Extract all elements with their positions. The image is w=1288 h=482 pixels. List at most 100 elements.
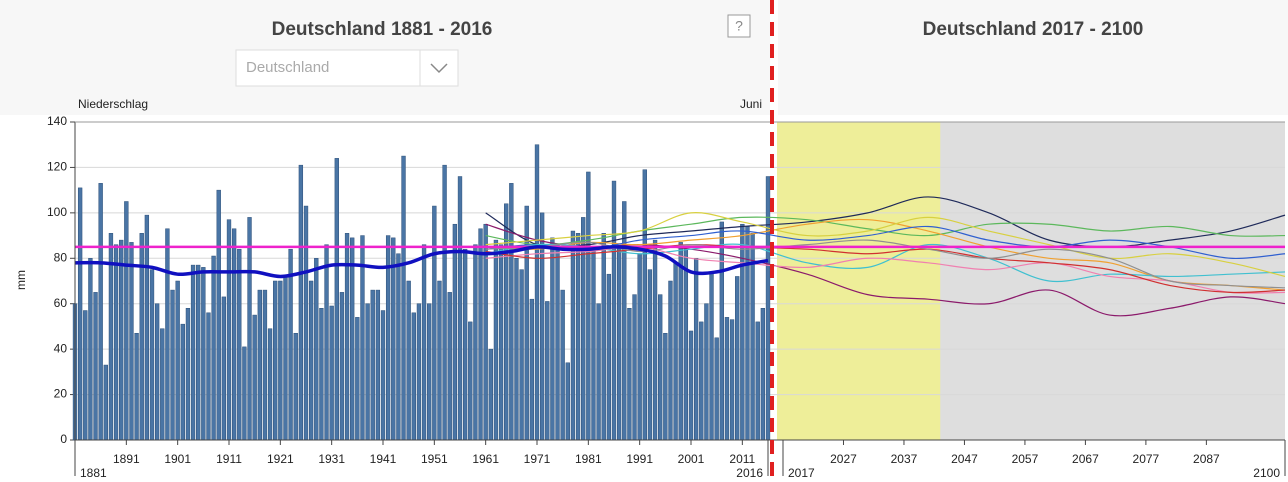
bar <box>601 233 606 441</box>
bar <box>201 267 206 441</box>
bar <box>267 328 273 441</box>
dropdown-value[interactable]: Deutschland <box>246 59 329 76</box>
bar <box>570 230 576 441</box>
y-tick-label: 100 <box>47 205 67 219</box>
bar <box>709 271 714 441</box>
bar <box>437 280 442 441</box>
bar <box>298 164 304 441</box>
bar <box>735 276 740 441</box>
bar <box>406 280 411 441</box>
bar <box>350 237 355 441</box>
x-tick-label: 2027 <box>830 452 857 466</box>
bar <box>216 189 221 441</box>
range-label: 2016 <box>736 466 763 480</box>
bar <box>190 264 196 441</box>
bar <box>514 258 519 441</box>
bar <box>529 298 535 441</box>
bar <box>678 242 683 441</box>
bar <box>273 280 278 441</box>
projection-line <box>485 216 1286 246</box>
y-axis-label: mm <box>14 270 28 290</box>
bar <box>88 258 93 441</box>
x-tick-label: 2001 <box>678 452 705 466</box>
x-tick-label: 1951 <box>421 452 448 466</box>
bar <box>283 276 288 441</box>
bar <box>462 248 468 441</box>
bar <box>134 332 139 441</box>
bar <box>632 294 637 441</box>
bar <box>252 314 257 441</box>
x-tick-label: 1921 <box>267 452 294 466</box>
bar <box>668 280 673 441</box>
bar <box>740 223 745 441</box>
help-button[interactable] <box>727 14 751 38</box>
bar <box>211 255 216 441</box>
bar <box>339 292 345 441</box>
bar <box>196 264 201 441</box>
bar <box>545 301 550 441</box>
bar <box>509 183 514 441</box>
variable-label: Niederschlag <box>78 97 148 111</box>
bar <box>457 176 463 441</box>
bar <box>185 308 191 441</box>
x-tick-label: 1941 <box>370 452 397 466</box>
bar <box>421 244 427 441</box>
bar <box>693 258 699 441</box>
bar <box>98 183 103 441</box>
x-tick-label: 1891 <box>113 452 140 466</box>
bar <box>637 253 642 441</box>
smoothed-line <box>74 245 769 279</box>
bar <box>550 237 555 441</box>
x-tick-label: 2037 <box>891 452 918 466</box>
bar <box>658 294 663 441</box>
bar <box>699 321 704 441</box>
bar <box>160 328 165 441</box>
bar <box>257 289 262 441</box>
projection-line <box>485 212 1286 278</box>
bar <box>704 303 709 441</box>
bar <box>714 337 719 441</box>
bar <box>760 308 766 441</box>
bar <box>83 310 88 441</box>
dropdown-arrow[interactable] <box>430 63 448 74</box>
x-tick-label: 2057 <box>1012 452 1039 466</box>
bar <box>432 205 437 441</box>
bar <box>180 323 185 441</box>
bar <box>355 317 360 441</box>
bar <box>370 289 375 441</box>
bar <box>575 233 581 441</box>
bar <box>416 303 422 441</box>
bar <box>473 244 478 441</box>
bar <box>591 246 596 441</box>
near-term-band <box>777 122 941 440</box>
bar <box>411 312 416 441</box>
bar <box>468 321 473 441</box>
dropdown[interactable] <box>235 49 459 87</box>
bar <box>165 228 170 441</box>
bar <box>262 289 268 441</box>
bar <box>278 280 283 441</box>
bar <box>586 171 591 441</box>
range-label: 2017 <box>788 466 815 480</box>
bar <box>103 364 108 441</box>
bar <box>154 303 160 441</box>
bar <box>319 308 324 441</box>
bar <box>483 223 488 441</box>
bar <box>611 180 617 441</box>
bar <box>329 305 334 441</box>
bar <box>724 317 730 441</box>
bar <box>627 308 632 441</box>
bar <box>565 362 570 441</box>
help-icon[interactable]: ? <box>735 18 743 34</box>
bar <box>622 201 627 441</box>
y-tick-label: 120 <box>47 160 67 174</box>
x-tick-label: 2067 <box>1072 452 1099 466</box>
bar <box>221 296 227 441</box>
bar <box>663 332 668 441</box>
bar <box>673 262 678 441</box>
bar <box>380 310 386 441</box>
bar <box>493 239 499 441</box>
bar <box>606 273 612 441</box>
bar <box>396 253 401 441</box>
